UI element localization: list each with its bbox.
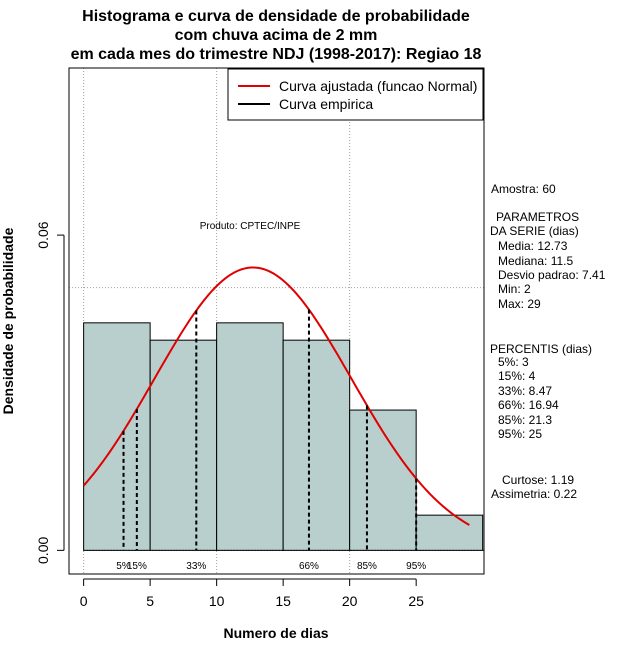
histogram-bar-4 [282, 339, 351, 551]
plot-box [68, 67, 485, 575]
title-line-1: Histograma e curva de densidade de proba… [82, 8, 470, 25]
param-sd: Desvio padrao: 7.41 [498, 268, 606, 282]
percentile-label-85: 85% [357, 561, 377, 572]
histogram-bar-6 [415, 514, 484, 551]
percentile-66: 66%: 16.94 [498, 398, 559, 412]
legend-label-empirical: Curva empirica [279, 96, 373, 112]
x-tick-label: 5 [146, 593, 154, 609]
param-median: Mediana: 11.5 [498, 254, 573, 268]
normal-curve [82, 266, 470, 526]
histogram-bar-1 [83, 322, 151, 551]
chart-title: Histograma e curva de densidade de proba… [71, 8, 482, 63]
percentile-label-33: 33% [186, 561, 206, 572]
x-axis-title: Numero de dias [223, 625, 328, 641]
percentiles-title: PERCENTIS (dias) [490, 342, 592, 356]
percentile-lines: 5%15% 33% 66% 85% 95% [116, 309, 426, 572]
sample-size: Amostra: 60 [491, 182, 556, 196]
percentile-15: 15%: 4 [498, 369, 536, 383]
histogram-bar-3 [216, 322, 284, 551]
legend: Curva ajustada (funcao Normal) Curva emp… [227, 68, 484, 121]
x-tick-label: 10 [209, 593, 225, 609]
product-annotation: Produto: CPTEC/INPE [200, 221, 301, 232]
percentile-95: 95%: 25 [498, 427, 542, 441]
percentile-5: 5%: 3 [498, 355, 529, 369]
y-axis: 0.00 0.06 [35, 221, 65, 564]
x-tick-label: 15 [275, 593, 291, 609]
param-mean: Media: 12.73 [498, 239, 568, 253]
normal-curve-layer [82, 266, 470, 526]
y-axis-title: Densidade de probabilidade [0, 227, 16, 414]
grid-layer [69, 68, 484, 574]
stats-panel: Amostra: 60 PARAMETROS DA SERIE (dias) M… [490, 182, 606, 501]
percentile-label-15: 15% [127, 561, 147, 572]
x-axis: 0 5 10 15 20 25 [80, 578, 424, 609]
title-line-3: em cada mes do trimestre NDJ (1998-2017)… [71, 46, 482, 63]
param-max: Max: 29 [498, 297, 541, 311]
param-min: Min: 2 [498, 282, 531, 296]
params-subtitle: DA SERIE (dias) [490, 224, 579, 238]
percentile-label-66: 66% [299, 561, 319, 572]
legend-label-fitted: Curva ajustada (funcao Normal) [279, 78, 477, 94]
x-tick-label: 20 [342, 593, 358, 609]
percentile-label-5: 5% [116, 561, 131, 572]
skewness: Assimetria: 0.22 [491, 487, 577, 501]
y-tick-label: 0.06 [35, 221, 51, 248]
y-tick-label: 0.00 [35, 537, 51, 564]
percentile-33: 33%: 8.47 [498, 384, 552, 398]
x-tick-label: 25 [408, 593, 424, 609]
title-line-2: com chuva acima de 2 mm [175, 27, 378, 44]
kurtosis: Curtose: 1.19 [502, 473, 574, 487]
percentile-label-95: 95% [406, 561, 426, 572]
histogram-bar-2 [149, 339, 218, 551]
x-tick-label: 0 [80, 593, 88, 609]
percentile-85: 85%: 21.3 [498, 413, 552, 427]
histogram-bars [83, 322, 484, 551]
legend-box [227, 68, 484, 121]
params-title: PARAMETROS [496, 210, 579, 224]
